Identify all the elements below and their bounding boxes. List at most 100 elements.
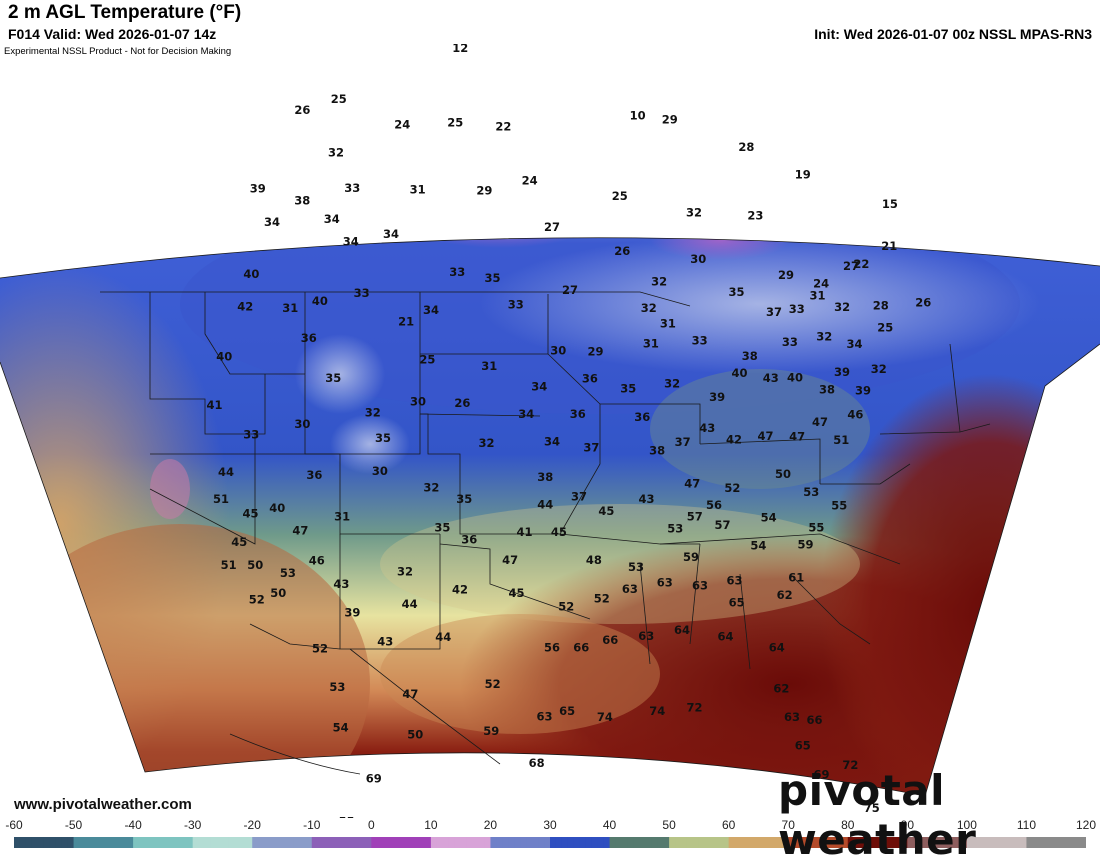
color-bar-segment bbox=[1056, 837, 1063, 848]
temperature-label: 64 bbox=[717, 630, 733, 644]
color-bar-segment bbox=[746, 837, 754, 848]
color-bar-segment bbox=[413, 837, 420, 848]
boundary-line bbox=[349, 648, 501, 765]
color-bar-segment bbox=[1026, 837, 1033, 848]
temperature-label: 72 bbox=[842, 758, 858, 772]
color-bar-segment bbox=[353, 837, 361, 848]
temperature-label: 25 bbox=[419, 353, 435, 367]
temperature-map[interactable]: 1712141912625393224252210292819153438333… bbox=[0, 44, 1100, 818]
temperature-label: 53 bbox=[667, 522, 683, 536]
temperature-label: 36 bbox=[306, 468, 322, 482]
temperature-label: 69 bbox=[366, 772, 382, 786]
temperature-label: 65 bbox=[795, 738, 811, 752]
temperature-label: 74 bbox=[649, 704, 665, 718]
boundary-line bbox=[229, 733, 361, 775]
temperature-label: 64 bbox=[674, 623, 690, 637]
temperature-label: 22 bbox=[853, 257, 869, 271]
color-bar-segment bbox=[544, 837, 551, 848]
temperature-label: 33 bbox=[782, 335, 798, 349]
color-bar-segment bbox=[681, 837, 688, 848]
color-bar-segment bbox=[931, 837, 938, 848]
color-bar-segment bbox=[740, 837, 748, 848]
color-bar-segment bbox=[246, 837, 253, 848]
temperature-label: 10 bbox=[630, 109, 646, 123]
temperature-label: 37 bbox=[675, 435, 691, 449]
color-bar-segment bbox=[770, 837, 777, 848]
temperature-label: 34 bbox=[324, 212, 340, 226]
temperature-label: 24 bbox=[522, 173, 538, 187]
color-bar-segment bbox=[25, 837, 33, 848]
color-bar-segment bbox=[258, 837, 265, 848]
temperature-label: 50 bbox=[270, 586, 286, 600]
color-bar-segment bbox=[776, 837, 783, 848]
color-bar-segment bbox=[853, 837, 861, 848]
color-bar-segment bbox=[669, 837, 676, 848]
color-bar-segment bbox=[496, 837, 503, 848]
color-bar-segment bbox=[305, 837, 313, 848]
political-boundaries bbox=[0, 237, 1100, 797]
temperature-label: 62 bbox=[777, 588, 793, 602]
color-bar-segment bbox=[823, 837, 831, 848]
color-bar-segment bbox=[800, 837, 807, 848]
boundary-line bbox=[600, 403, 701, 444]
color-bar-segment bbox=[1038, 837, 1045, 848]
color-bar-segment bbox=[615, 837, 623, 848]
color-bar-segment bbox=[752, 837, 760, 848]
temperature-label: 66 bbox=[573, 641, 589, 655]
temperature-label: 31 bbox=[643, 337, 659, 351]
color-bar-segment bbox=[651, 837, 658, 848]
temperature-label: 54 bbox=[333, 720, 349, 734]
temperature-label: 24 bbox=[394, 118, 410, 132]
color-bar-segment bbox=[514, 837, 521, 848]
color-bar-segment bbox=[508, 837, 515, 848]
color-bar-segment bbox=[460, 837, 468, 848]
temperature-label: 40 bbox=[787, 370, 803, 384]
temperature-label: 33 bbox=[449, 265, 465, 279]
temperature-label: 66 bbox=[602, 633, 618, 647]
temperature-label: 35 bbox=[375, 431, 391, 445]
color-bar-tick-label: 120 bbox=[1075, 818, 1097, 832]
temperature-label: 31 bbox=[481, 359, 497, 373]
temperature-label: 29 bbox=[778, 268, 794, 282]
color-bar-segment bbox=[329, 837, 337, 848]
color-bar-segment bbox=[990, 837, 998, 848]
color-bar-segment bbox=[252, 837, 259, 848]
temperature-label: 63 bbox=[536, 709, 552, 723]
color-bar-tick-label: 20 bbox=[483, 818, 498, 832]
color-bar-tick-label: 50 bbox=[662, 818, 676, 832]
color-bar-segment bbox=[782, 837, 789, 848]
color-bar-segment bbox=[401, 837, 408, 848]
temperature-label: 36 bbox=[634, 410, 650, 424]
boundary-line bbox=[789, 573, 871, 645]
color-bar-tick-label: 100 bbox=[956, 818, 977, 832]
temperature-label: 45 bbox=[598, 504, 614, 518]
temperature-label: 45 bbox=[551, 525, 567, 539]
temperature-label: 50 bbox=[247, 558, 263, 572]
temperature-label: 36 bbox=[582, 372, 598, 386]
website-url[interactable]: www.pivotalweather.com bbox=[14, 796, 192, 813]
color-bar-segment bbox=[192, 837, 200, 848]
temperature-label: 52 bbox=[485, 677, 501, 691]
color-bar-segment bbox=[383, 837, 390, 848]
color-bar-segment bbox=[204, 837, 212, 848]
temperature-label: 43 bbox=[699, 421, 715, 435]
temperature-label: 33 bbox=[344, 181, 360, 195]
temperature-label: 32 bbox=[328, 145, 344, 159]
boundary-line bbox=[739, 573, 751, 670]
color-bar-segment bbox=[764, 837, 771, 848]
color-bar-segment bbox=[264, 837, 271, 848]
color-bar-segment bbox=[996, 837, 1004, 848]
color-bar-segment bbox=[722, 837, 730, 848]
temperature-label: 52 bbox=[558, 599, 574, 613]
temperature-label: 39 bbox=[250, 181, 266, 195]
color-bar-segment bbox=[371, 837, 378, 848]
color-bar-segment bbox=[407, 837, 414, 848]
color-bar-segment bbox=[597, 837, 605, 848]
color-bar-segment bbox=[960, 837, 968, 848]
temperature-label: 30 bbox=[372, 464, 388, 478]
temperature-label: 25 bbox=[447, 115, 463, 129]
color-bar-segment bbox=[490, 837, 497, 848]
color-bar-segment bbox=[418, 837, 426, 848]
header: 2 m AGL Temperature (°F) F014 Valid: Wed… bbox=[0, 0, 1100, 46]
sierra-cold bbox=[150, 459, 190, 519]
